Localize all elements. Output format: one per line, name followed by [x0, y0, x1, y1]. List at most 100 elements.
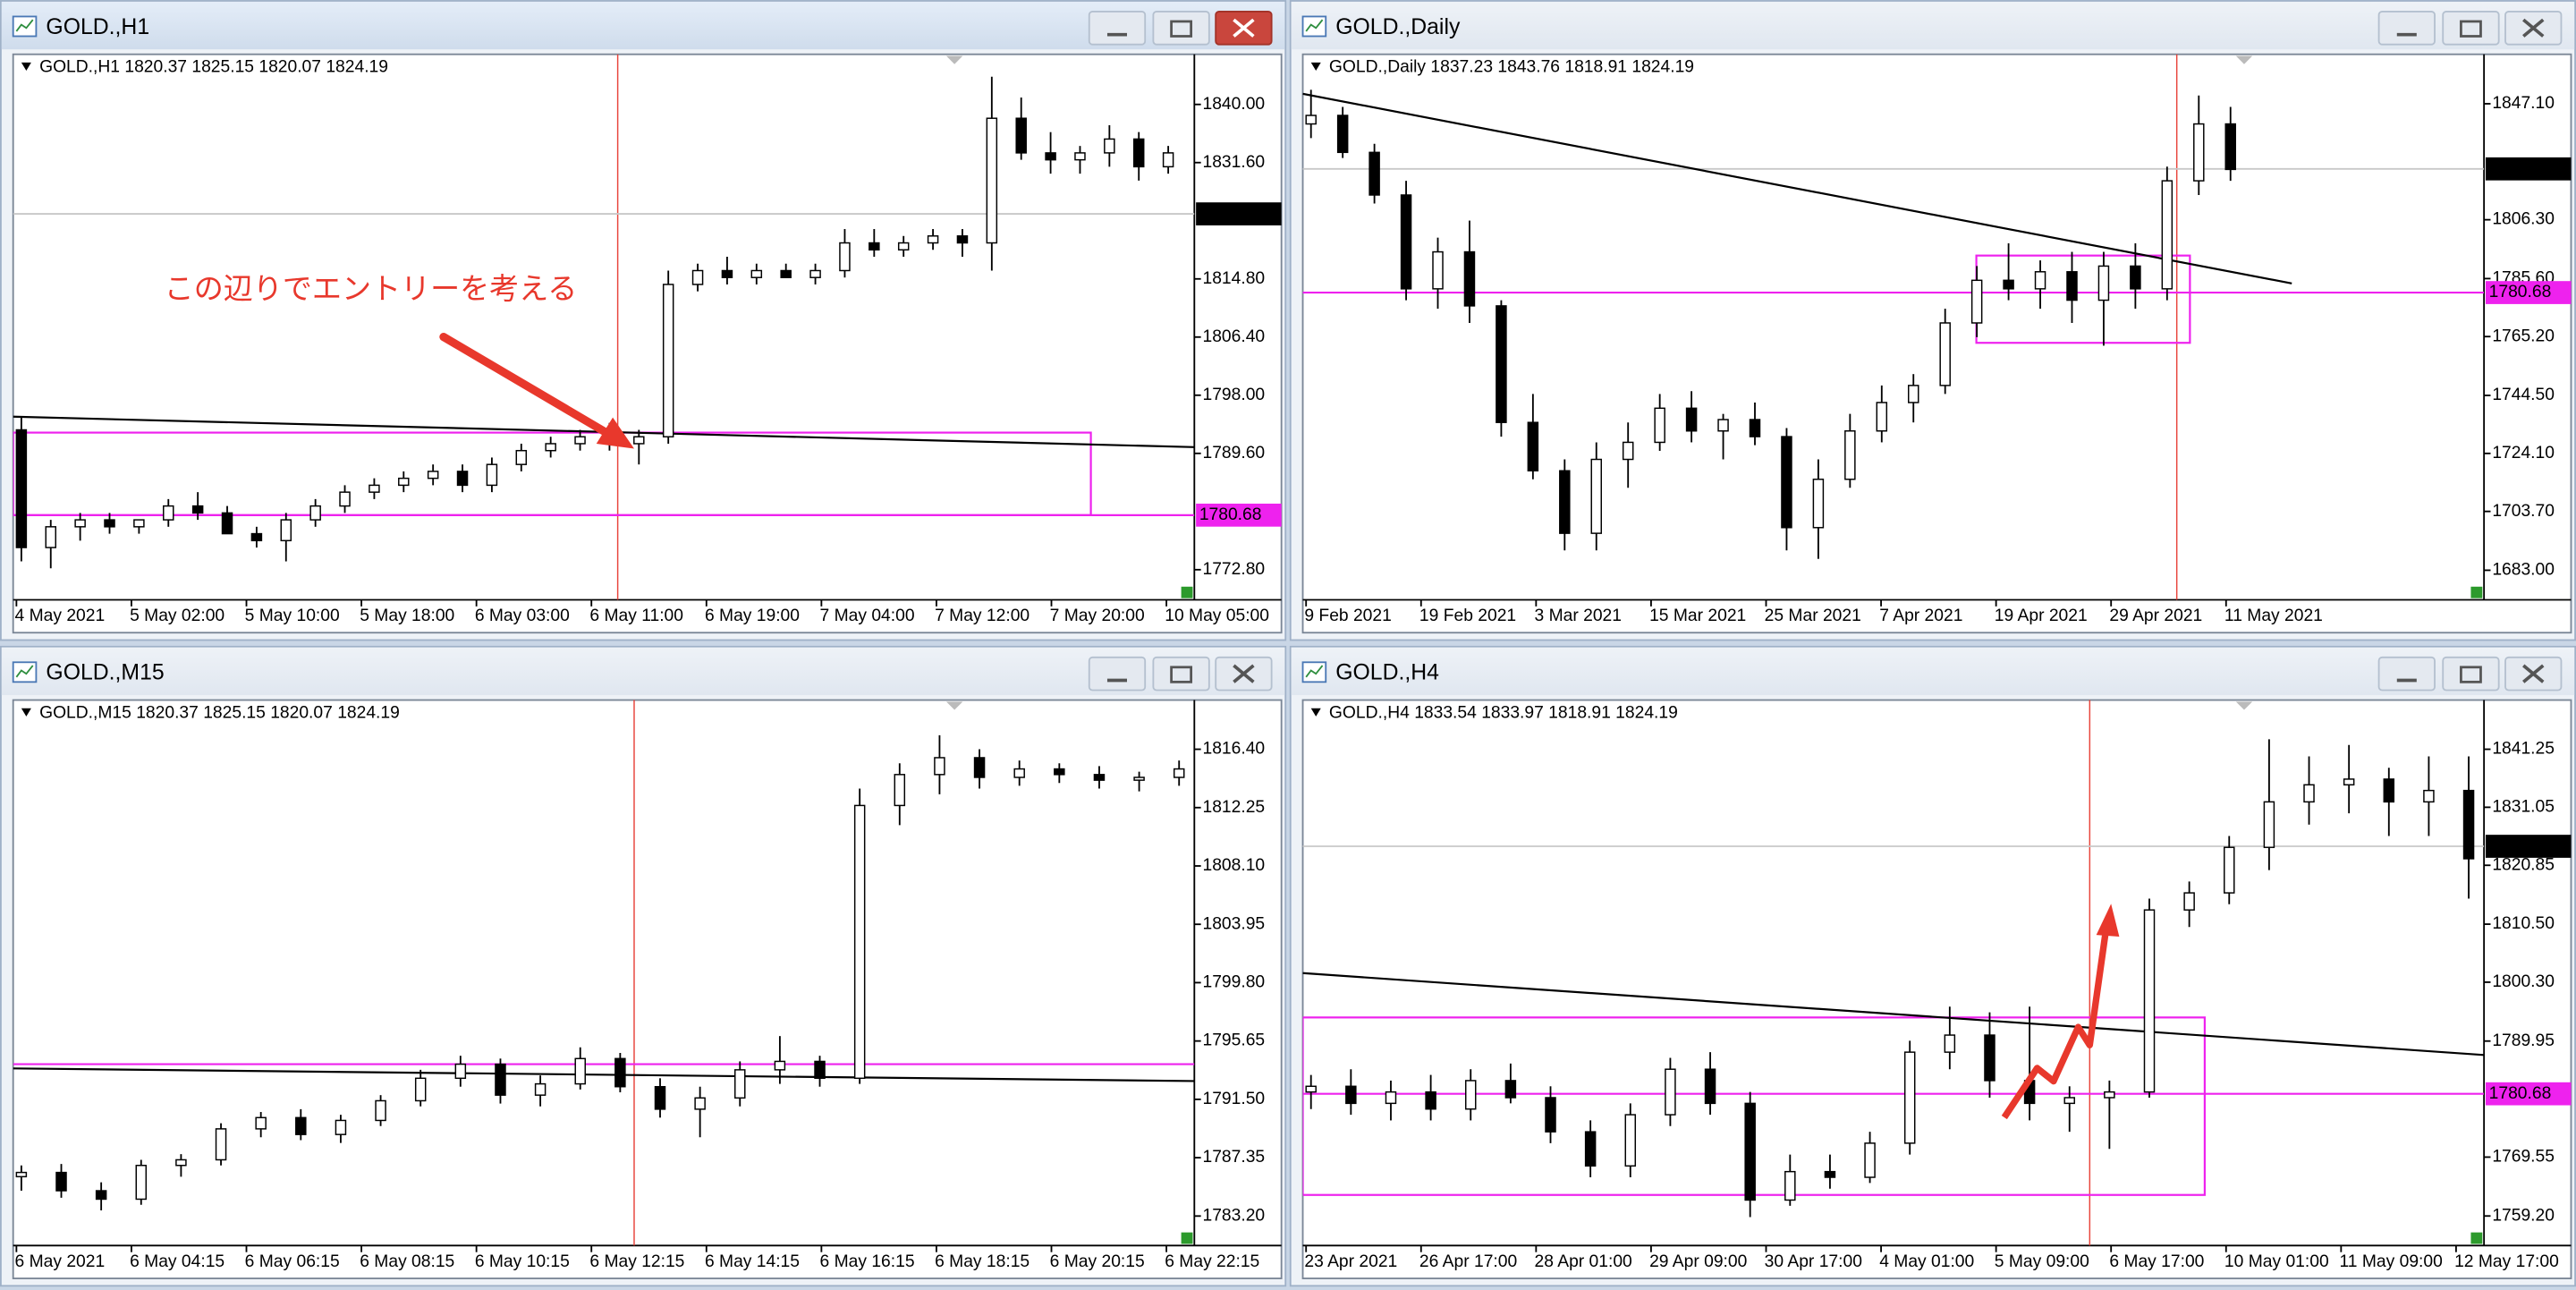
candle-body [45, 526, 56, 548]
candle-body [55, 1171, 67, 1192]
candle-body [934, 757, 945, 776]
x-tick-label: 7 May 12:00 [935, 607, 1030, 625]
candle-body [2063, 1097, 2075, 1105]
window-icon-line [1305, 665, 1324, 678]
x-tick-label: 7 May 20:00 [1050, 607, 1145, 625]
candle-body [1654, 407, 1665, 444]
candle-body [1908, 385, 1919, 403]
x-tick-label: 11 May 2021 [2224, 607, 2323, 625]
candle-body [2303, 784, 2315, 803]
candle-body [734, 1069, 746, 1099]
candle-body [694, 1097, 706, 1110]
candle-body [515, 449, 528, 465]
candle-body [1305, 1085, 1317, 1093]
candle-body [398, 477, 410, 487]
maximize-icon [1170, 666, 1193, 683]
candle-body [2462, 789, 2475, 860]
candle-body [1368, 151, 1380, 196]
candle-body [369, 484, 380, 493]
candle-body [191, 505, 204, 514]
candle-body [1784, 1170, 1796, 1201]
x-tick-label: 12 May 17:00 [2454, 1252, 2559, 1271]
y-tick-label: 1744.50 [2492, 386, 2555, 404]
annotation-arrowhead [596, 417, 634, 449]
candle-body [2034, 271, 2046, 290]
candle-body [15, 429, 28, 548]
candle-body [839, 242, 851, 272]
x-tick-label: 4 May 01:00 [1879, 1252, 1974, 1271]
candle-body [750, 269, 763, 278]
candle-body [133, 519, 145, 528]
candle-body [1590, 458, 1602, 534]
candle-body [869, 242, 880, 250]
maximize-button[interactable] [1152, 11, 1210, 46]
maximize-button[interactable] [1152, 656, 1210, 692]
y-tick-label: 1847.10 [2492, 94, 2555, 113]
info-arrow [1310, 62, 1321, 72]
plot [1302, 700, 2485, 1246]
x-tick-label: 5 May 02:00 [130, 607, 225, 625]
x-tick-label: 10 May 05:00 [1165, 607, 1269, 625]
candle-body [814, 1060, 826, 1080]
y-tick-label: 1783.20 [1202, 1206, 1265, 1225]
window-icon-line [1305, 19, 1324, 32]
x-tick-label: 6 May 08:15 [360, 1252, 454, 1271]
shift-marker [2235, 701, 2253, 710]
candle-body [104, 519, 115, 528]
minimize-button[interactable] [1088, 656, 1147, 692]
x-tick-label: 30 Apr 17:00 [1765, 1252, 1862, 1271]
chart-window[interactable]: GOLD.,M15 GOLD.,M15 1820.37 1825.15 1820.… [0, 645, 1287, 1287]
close-icon [1233, 664, 1255, 683]
x-tick-label: 6 May 19:00 [705, 607, 800, 625]
candle-body [894, 774, 906, 807]
candle-body [1132, 138, 1145, 168]
candle-body [1559, 470, 1571, 534]
candle-body [1864, 1142, 1876, 1178]
candle-body [1504, 1080, 1517, 1099]
minimize-button[interactable] [2377, 656, 2436, 692]
y-tick-label: 1683.00 [2492, 561, 2555, 580]
maximize-button[interactable] [2442, 656, 2500, 692]
x-tick-label: 6 May 14:15 [705, 1252, 800, 1271]
candle-body [1944, 1034, 1956, 1053]
maximize-icon [1170, 20, 1193, 38]
chart-window[interactable]: GOLD.,H4 GOLD.,H4 1833.54 1833.97 1818.91… [1289, 645, 2576, 1287]
candle-body [927, 235, 939, 244]
candle-body [1824, 1170, 1836, 1178]
annotation: この辺りでエントリーを考える [165, 273, 578, 306]
trend-line [1302, 972, 2485, 1057]
y-tick-label: 1814.80 [1202, 269, 1265, 288]
candle-body [1133, 777, 1145, 781]
y-tick-label: 1765.20 [2492, 327, 2555, 345]
candle-body [633, 436, 645, 445]
candle-body [1464, 1080, 1477, 1110]
candle-body [1104, 138, 1115, 154]
chart-window[interactable]: GOLD.,Daily GOLD.,Daily 1837.23 1843.76 1… [1289, 0, 2576, 641]
candle-body [1970, 279, 1983, 324]
x-tick-label: 4 May 2021 [15, 607, 106, 625]
candle-body [1939, 322, 1951, 386]
x-tick-label: 6 May 11:00 [589, 607, 683, 625]
candle-body [1781, 436, 1792, 529]
level-label-box [1196, 503, 1282, 527]
y-tick-label: 1800.30 [2492, 972, 2555, 991]
x-tick-label: 6 May 04:15 [130, 1252, 225, 1271]
window-title: GOLD.,H4 [1335, 661, 1439, 685]
symbol-info: GOLD.,H4 1833.54 1833.97 1818.91 1824.19 [1329, 703, 1678, 722]
level-label: 1780.68 [1199, 505, 1262, 524]
level-label: 1780.68 [2489, 283, 2552, 301]
x-tick-label: 6 May 06:15 [245, 1252, 340, 1271]
title-bar [1291, 647, 2575, 696]
minimize-button[interactable] [1088, 11, 1147, 46]
chart-window[interactable]: GOLD.,H1 GOLD.,H1 1820.37 1825.15 1820.07… [0, 0, 1287, 641]
x-tick-label: 5 May 09:00 [1995, 1252, 2089, 1271]
chart-area [12, 699, 1283, 1279]
minimize-button[interactable] [2377, 11, 2436, 46]
y-tick-label: 1789.60 [1202, 444, 1265, 463]
y-tick-label: 1772.80 [1202, 560, 1265, 579]
candle-body [454, 1063, 467, 1080]
maximize-button[interactable] [2442, 11, 2500, 46]
window-icon-line [15, 19, 34, 32]
bid-label: 1824.19 [2489, 159, 2552, 178]
candle-body [2003, 279, 2014, 290]
